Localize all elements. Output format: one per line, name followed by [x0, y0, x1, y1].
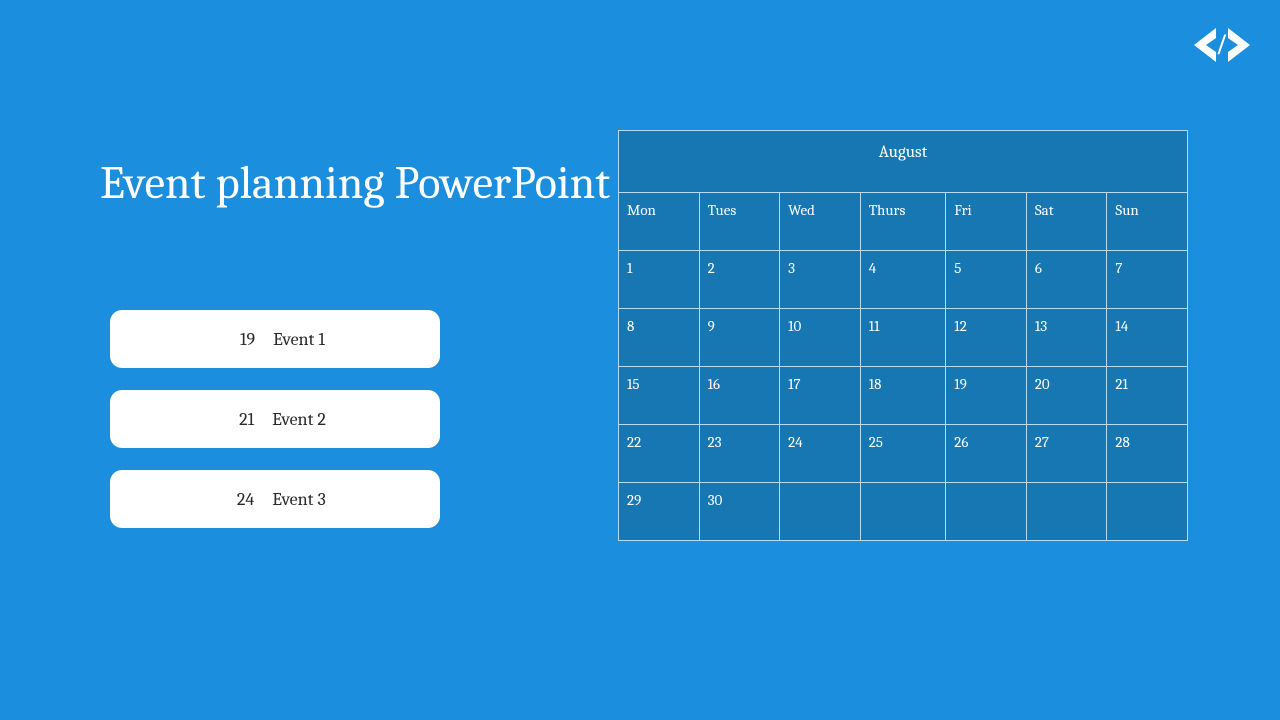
calendar-month: August: [619, 131, 1188, 193]
calendar-cell: 22: [619, 425, 700, 483]
day-header: Mon: [619, 193, 700, 251]
calendar-cell: 20: [1026, 367, 1107, 425]
event-date: 21: [224, 409, 254, 430]
calendar-week: 1 2 3 4 5 6 7: [619, 251, 1188, 309]
calendar-cell: 12: [946, 309, 1027, 367]
calendar-cell: 13: [1026, 309, 1107, 367]
event-date: 24: [224, 489, 254, 510]
event-date: 19: [225, 329, 255, 350]
event-list: 19 Event 1 21 Event 2 24 Event 3: [110, 310, 440, 528]
calendar-cell: 11: [860, 309, 946, 367]
calendar-cell: 28: [1107, 425, 1188, 483]
day-header: Fri: [946, 193, 1027, 251]
calendar-cell: 10: [780, 309, 861, 367]
event-label: Event 1: [273, 329, 325, 350]
calendar-cell: 15: [619, 367, 700, 425]
calendar-week: 29 30: [619, 483, 1188, 541]
calendar-cell: 9: [699, 309, 780, 367]
calendar-cell: [1107, 483, 1188, 541]
calendar-cell: 25: [860, 425, 946, 483]
calendar-cell: 24: [780, 425, 861, 483]
calendar-cell: 16: [699, 367, 780, 425]
calendar-cell: 21: [1107, 367, 1188, 425]
day-header: Thurs: [860, 193, 946, 251]
calendar-cell: 30: [699, 483, 780, 541]
calendar-cell: 4: [860, 251, 946, 309]
calendar-cell: 18: [860, 367, 946, 425]
calendar-week: 8 9 10 11 12 13 14: [619, 309, 1188, 367]
event-card: 19 Event 1: [110, 310, 440, 368]
calendar-table: August Mon Tues Wed Thurs Fri Sat Sun 1 …: [618, 130, 1188, 541]
calendar-cell: 27: [1026, 425, 1107, 483]
calendar-cell: 14: [1107, 309, 1188, 367]
calendar-cell: 26: [946, 425, 1027, 483]
calendar-cell: 17: [780, 367, 861, 425]
calendar-week: 15 16 17 18 19 20 21: [619, 367, 1188, 425]
calendar-cell: 6: [1026, 251, 1107, 309]
calendar-cell: 19: [946, 367, 1027, 425]
calendar-cell: 5: [946, 251, 1027, 309]
event-card: 24 Event 3: [110, 470, 440, 528]
calendar-cell: 3: [780, 251, 861, 309]
day-header: Sat: [1026, 193, 1107, 251]
calendar-week: 22 23 24 25 26 27 28: [619, 425, 1188, 483]
code-logo-icon: /: [1194, 28, 1250, 62]
calendar-cell: [860, 483, 946, 541]
calendar-cell: 2: [699, 251, 780, 309]
day-header: Tues: [699, 193, 780, 251]
day-header: Sun: [1107, 193, 1188, 251]
calendar-cell: 8: [619, 309, 700, 367]
calendar-cell: 23: [699, 425, 780, 483]
calendar-cell: [1026, 483, 1107, 541]
calendar-day-header-row: Mon Tues Wed Thurs Fri Sat Sun: [619, 193, 1188, 251]
event-card: 21 Event 2: [110, 390, 440, 448]
event-label: Event 3: [272, 489, 326, 510]
calendar-cell: 7: [1107, 251, 1188, 309]
event-label: Event 2: [272, 409, 326, 430]
calendar-cell: 29: [619, 483, 700, 541]
page-title: Event planning PowerPoint: [100, 155, 610, 213]
calendar-cell: 1: [619, 251, 700, 309]
day-header: Wed: [780, 193, 861, 251]
calendar-cell: [780, 483, 861, 541]
calendar-cell: [946, 483, 1027, 541]
